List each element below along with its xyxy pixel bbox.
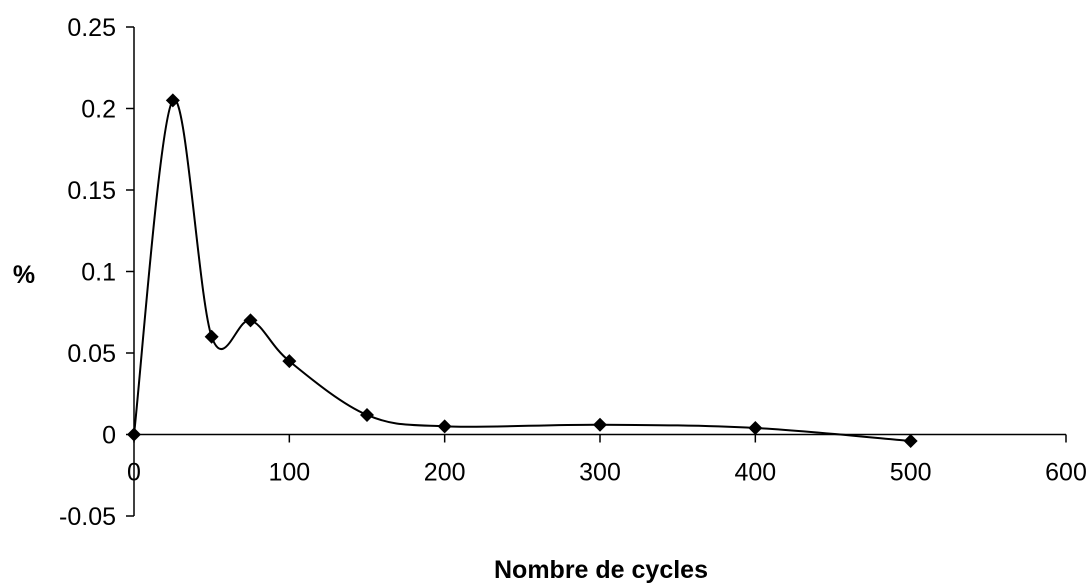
- x-tick-label: 300: [579, 459, 621, 487]
- y-tick-label: 0.2: [81, 96, 116, 124]
- y-tick-label: 0.1: [81, 259, 116, 287]
- y-tick-label: 0.05: [67, 340, 116, 368]
- data-point-marker: [748, 420, 763, 435]
- y-tick-label: 0.25: [67, 14, 116, 42]
- y-axis: -0.05 0 0.05 0.1 0.15 0.2 0.25: [59, 14, 135, 531]
- y-tick-label: -0.05: [59, 503, 116, 531]
- series-line: [133, 98, 911, 443]
- data-point-marker: [360, 407, 374, 422]
- x-tick-label: 100: [268, 459, 310, 487]
- y-tick-marks: [126, 26, 134, 517]
- x-tick-label: 0: [127, 459, 141, 487]
- y-tick-label: 0: [102, 422, 116, 450]
- x-tick-label: 400: [734, 459, 776, 487]
- x-tick-label: 600: [1045, 459, 1087, 487]
- x-axis-title: Nombre de cycles: [494, 556, 708, 584]
- x-tick-label: 200: [424, 459, 466, 487]
- x-tick-label: 500: [890, 459, 932, 487]
- y-tick-label: 0.15: [67, 177, 116, 205]
- x-axis: 0 100 200 300 400 500 600: [127, 433, 1087, 487]
- data-point-marker: [282, 354, 297, 369]
- x-tick-marks: [133, 434, 1067, 443]
- data-point-marker: [243, 313, 258, 328]
- data-point-marker: [165, 93, 180, 108]
- data-point-marker: [127, 427, 141, 442]
- data-point-marker: [437, 419, 452, 434]
- series-markers: [127, 93, 918, 449]
- data-point-marker: [204, 329, 219, 344]
- series: [127, 93, 918, 449]
- data-point-marker: [903, 434, 918, 449]
- y-axis-title: %: [13, 261, 35, 289]
- x-tick-labels: 0 100 200 300 400 500 600: [127, 459, 1087, 487]
- y-tick-labels: -0.05 0 0.05 0.1 0.15 0.2 0.25: [59, 14, 116, 531]
- data-point-marker: [593, 417, 607, 432]
